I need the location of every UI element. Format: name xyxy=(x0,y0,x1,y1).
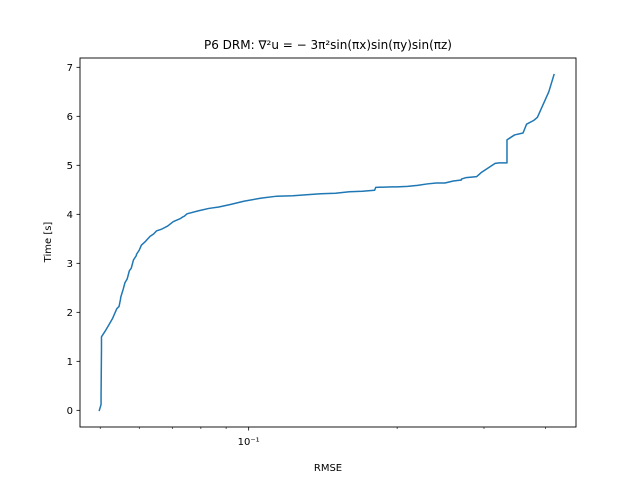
axes-frame xyxy=(79,57,577,428)
y-tick-label: 2 xyxy=(67,308,73,319)
y-tick-label: 5 xyxy=(67,161,73,172)
x-axis: 10⁻¹ xyxy=(99,427,546,448)
y-tick-label: 4 xyxy=(67,210,73,221)
chart-title: P6 DRM: ∇²u = − 3π²sin(πx)sin(πy)sin(πz) xyxy=(204,38,452,52)
y-tick-label: 7 xyxy=(67,63,73,74)
x-axis-label: RMSE xyxy=(314,463,342,474)
y-tick-label: 3 xyxy=(67,259,73,270)
y-tick-label: 6 xyxy=(67,112,73,123)
series-line-0 xyxy=(98,73,555,412)
y-tick-label: 0 xyxy=(67,406,73,417)
y-axis: 0 1 2 3 4 5 6 7 xyxy=(67,63,80,417)
y-axis-label: Time [s] xyxy=(43,222,54,264)
x-tick-label: 10⁻¹ xyxy=(238,437,260,448)
y-tick-label: 1 xyxy=(67,357,73,368)
plot-area xyxy=(98,73,555,412)
